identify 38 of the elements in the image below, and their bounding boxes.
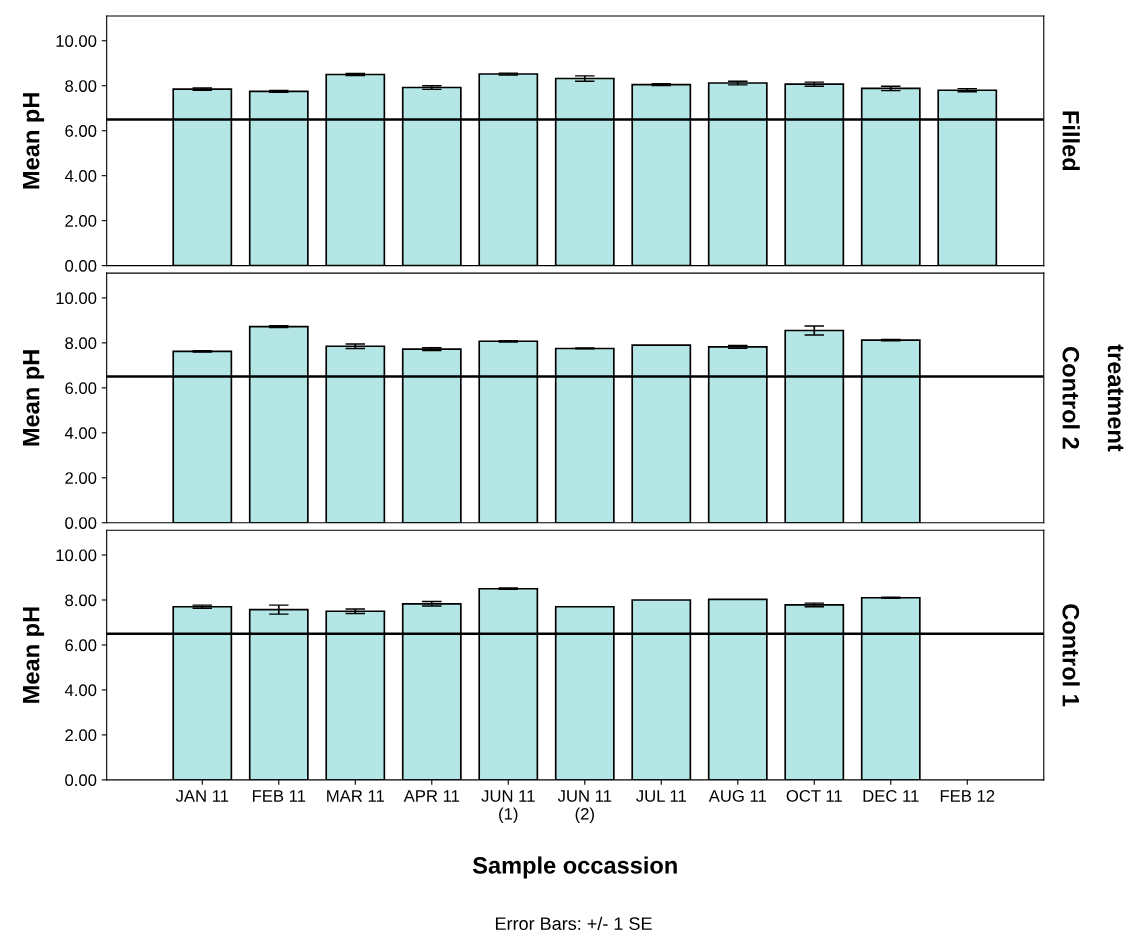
x-tick-label: DEC 11 (863, 790, 919, 802)
y-tick-label: 8.00 (65, 337, 97, 350)
text: Error Bars: +/- 1 SE (495, 916, 652, 930)
x-tick-label: FEB 11 (252, 790, 306, 802)
x-tick-label: JUN 11 (1) (481, 790, 535, 824)
x-axis-title: Sample occassion (472, 856, 677, 879)
x-tick-label: FEB 12 (940, 790, 995, 802)
y-tick-label: 0.00 (65, 774, 97, 787)
x-tick-label: JUL 11 (636, 790, 686, 802)
y-tick-label: 6.00 (65, 382, 97, 395)
y-tick-label: 6.00 (65, 125, 97, 137)
y-tick-label: 2.00 (65, 472, 97, 484)
y-axis-title: Mean pH (22, 93, 45, 189)
y-tick-label: 4.00 (64, 170, 97, 182)
x-tick-label: JAN 11 (175, 790, 229, 802)
x-tick-label: MAR 11 (327, 790, 384, 802)
y-tick-label: 8.00 (65, 594, 97, 607)
y-tick-label: 4.00 (64, 427, 97, 439)
y-tick-label: 8.00 (65, 80, 97, 92)
y-axis-title: Mean pH (22, 350, 45, 446)
y-tick-label: 10.00 (56, 292, 97, 305)
text: treatment (1107, 344, 1124, 452)
y-tick-label: 2.00 (65, 729, 97, 742)
y-tick-label: 6.00 (65, 639, 97, 652)
y-tick-label: 10.00 (56, 549, 97, 562)
y-tick-label: 0.00 (65, 260, 97, 272)
y-tick-label: 10.00 (56, 35, 97, 47)
y2-axis-title: Filled (1062, 111, 1080, 171)
y-tick-label: 2.00 (65, 215, 97, 227)
y-axis-title: Mean pH (22, 607, 45, 703)
y2-axis-title: Control 2 (1062, 347, 1080, 449)
x-tick-label: OCT 11 (786, 790, 842, 802)
y2-axis-title: Control 1 (1062, 604, 1080, 707)
x-tick-label: APR 11 (403, 790, 460, 802)
x-tick-label: AUG 11 (708, 790, 766, 802)
x-tick-label: JUN 11 (2) (557, 790, 612, 824)
y-tick-label: 4.00 (64, 684, 97, 697)
y-tick-label: 0.00 (65, 517, 97, 529)
